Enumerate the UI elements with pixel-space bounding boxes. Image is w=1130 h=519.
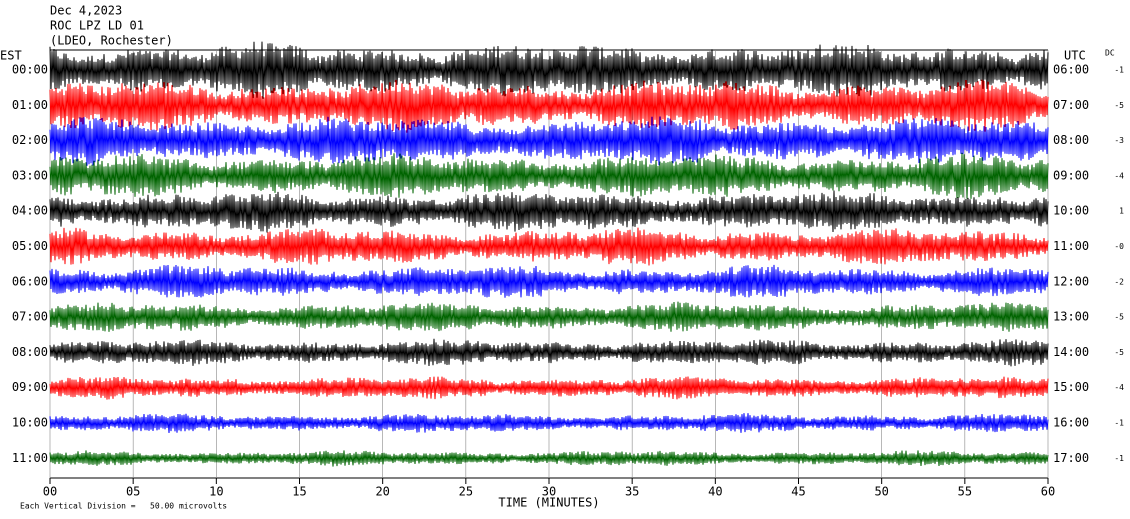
est-label: 02:00 [12, 133, 48, 147]
dc-value: -3 [1114, 136, 1124, 145]
est-label: 05:00 [12, 239, 48, 253]
trace [49, 116, 1049, 166]
x-tick-label: 50 [874, 485, 888, 499]
est-label: 01:00 [12, 98, 48, 112]
trace [49, 41, 1049, 99]
dc-value: -5 [1114, 101, 1124, 110]
dc-value: 1 [1119, 207, 1124, 216]
utc-label: 09:00 [1053, 168, 1089, 182]
est-label: 08:00 [12, 345, 48, 359]
right-axis-label: UTC [1064, 49, 1086, 63]
dc-value: -5 [1114, 348, 1124, 357]
dc-value: -2 [1114, 277, 1124, 286]
dc-value: -1 [1114, 454, 1124, 463]
title-line: Dec 4,2023 [50, 4, 122, 18]
est-label: 00:00 [12, 63, 48, 77]
x-tick-label: 20 [375, 485, 389, 499]
x-tick-label: 40 [708, 485, 722, 499]
dc-value: -4 [1114, 171, 1124, 180]
est-label: 10:00 [12, 416, 48, 430]
x-tick-label: 25 [459, 485, 473, 499]
utc-label: 16:00 [1053, 416, 1089, 430]
x-tick-label: 55 [958, 485, 972, 499]
dc-value: -0 [1114, 242, 1124, 251]
trace [49, 338, 1049, 367]
est-label: 03:00 [12, 168, 48, 182]
grid [49, 50, 1049, 478]
dc-value: -5 [1114, 313, 1124, 322]
trace [49, 301, 1049, 332]
est-label: 09:00 [12, 380, 48, 394]
x-tick-label: 60 [1041, 485, 1055, 499]
x-tick-label: 35 [625, 485, 639, 499]
est-label: 06:00 [12, 274, 48, 288]
x-tick-label: 00 [43, 485, 57, 499]
dc-label: DC [1105, 49, 1115, 58]
trace [49, 264, 1049, 298]
trace [49, 79, 1049, 133]
x-tick-label: 05 [126, 485, 140, 499]
utc-label: 08:00 [1053, 133, 1089, 147]
trace [49, 413, 1049, 434]
utc-label: 12:00 [1053, 274, 1089, 288]
trace [49, 190, 1049, 233]
utc-label: 14:00 [1053, 345, 1089, 359]
utc-label: 10:00 [1053, 204, 1089, 218]
left-axis-label: EST [0, 49, 22, 63]
est-label: 07:00 [12, 310, 48, 324]
utc-label: 13:00 [1053, 310, 1089, 324]
utc-label: 07:00 [1053, 98, 1089, 112]
trace [49, 376, 1049, 400]
trace [49, 450, 1049, 467]
x-tick-label: 30 [542, 485, 556, 499]
est-label: 11:00 [12, 451, 48, 465]
utc-label: 11:00 [1053, 239, 1089, 253]
utc-label: 17:00 [1053, 451, 1089, 465]
x-tick-label: 45 [791, 485, 805, 499]
title-line: (LDEO, Rochester) [50, 34, 173, 48]
x-axis-label: TIME (MINUTES) [498, 496, 599, 510]
dc-value: -4 [1114, 383, 1124, 392]
trace [49, 227, 1049, 266]
x-tick-label: 15 [292, 485, 306, 499]
est-label: 04:00 [12, 204, 48, 218]
utc-label: 15:00 [1053, 380, 1089, 394]
dc-value: -1 [1114, 419, 1124, 428]
utc-label: 06:00 [1053, 63, 1089, 77]
title-line: ROC LPZ LD 01 [50, 19, 144, 33]
x-tick-label: 10 [209, 485, 223, 499]
trace [49, 152, 1049, 199]
dc-value: -1 [1114, 66, 1124, 75]
footnote: Each Vertical Division = 50.00 microvolt… [20, 502, 227, 511]
